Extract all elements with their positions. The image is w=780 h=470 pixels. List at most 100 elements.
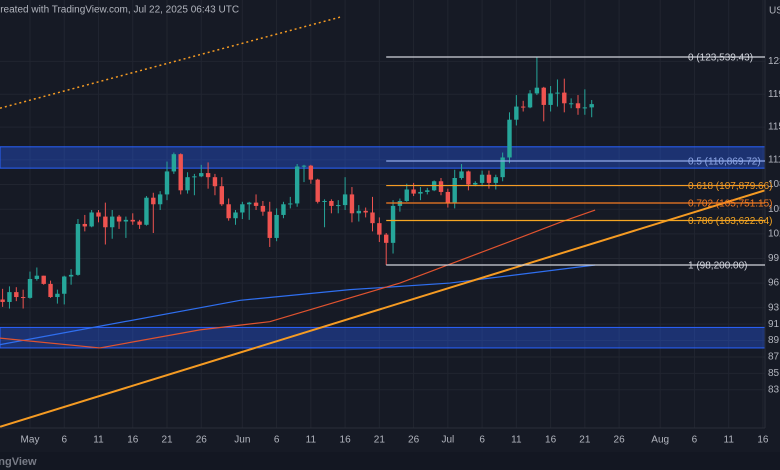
x-tick-label: 16	[127, 435, 139, 446]
candle-body	[103, 216, 108, 228]
candle-body	[205, 173, 211, 178]
candle-body	[233, 212, 238, 219]
candle-body	[247, 202, 252, 205]
x-tick-label: 16	[757, 435, 769, 446]
candle-body	[151, 197, 156, 205]
x-tick-label: 16	[545, 435, 557, 446]
line-overlay	[0, 264, 596, 346]
candle-body	[281, 204, 286, 215]
footer-bar	[0, 452, 780, 470]
candle-body	[20, 297, 26, 299]
y-tick-label: 119,000.00	[768, 89, 780, 100]
candle-body	[589, 104, 594, 108]
y-tick-label: 123,000.00	[768, 56, 780, 67]
candle-body	[68, 274, 74, 277]
x-tick-label: 11	[724, 435, 735, 446]
candle-body	[445, 191, 451, 204]
candle-body	[212, 177, 218, 187]
header: Created with TradingView.com, Jul 22, 20…	[0, 5, 239, 16]
x-tick-label: 21	[161, 435, 173, 446]
candle-body	[315, 179, 320, 202]
candle-body	[144, 197, 149, 225]
y-tick-label: 96,000.00	[768, 278, 780, 289]
x-tick-label: 26	[196, 435, 208, 446]
candle-body	[322, 200, 327, 202]
candle-body	[500, 157, 505, 178]
axes: May 6 11 16 21 26 Jun 6 11 16 21 26 Jul 6 11 16 21 26 Aug 6…	[21, 56, 780, 446]
candle-body	[192, 176, 197, 178]
candle-body	[507, 119, 512, 158]
fib-label: 1 (98,200.00)	[688, 261, 748, 272]
candle-body	[555, 92, 560, 94]
x-tick-label: 26	[614, 435, 626, 446]
candle-body	[383, 234, 389, 243]
candle-body	[14, 292, 19, 298]
x-tick-label: 21	[579, 435, 591, 446]
y-tick-label: 91,000.00	[768, 319, 780, 330]
candle-body	[260, 205, 266, 212]
candle-body	[548, 93, 553, 105]
price-axis-panel	[765, 0, 780, 470]
y-tick-label: 83,000.00	[768, 384, 780, 395]
y-tick-label: 89,000.00	[768, 335, 780, 346]
x-tick-label: 6	[479, 435, 485, 446]
candle-body	[27, 278, 33, 298]
candle-body	[377, 223, 382, 235]
y-tick-label: 108,000.00	[768, 179, 780, 190]
candle-body	[514, 106, 519, 120]
candle-body	[534, 87, 540, 94]
candle-body	[171, 154, 177, 172]
x-tick-label: 6	[692, 435, 698, 446]
candle-body	[130, 219, 135, 222]
fib-label: 0.786 (103,622.64)	[688, 216, 773, 227]
fib-label: 0.5 (110,869.72)	[688, 157, 761, 168]
candle-body	[370, 212, 375, 224]
candle-body	[342, 194, 348, 206]
candle-body	[582, 107, 588, 109]
candle-body	[267, 211, 272, 238]
candle-body	[89, 212, 94, 227]
candle-body	[294, 166, 300, 204]
candle-body	[363, 210, 368, 213]
candle-body	[473, 182, 478, 185]
candle-body	[62, 276, 67, 294]
x-tick-label: 6	[61, 435, 67, 446]
fib-label: 0 (123,539.43)	[688, 53, 753, 64]
candle-body	[308, 165, 314, 180]
candle-body	[541, 87, 546, 105]
grid	[0, 0, 765, 428]
candle-body	[349, 194, 355, 214]
candle-body	[240, 204, 245, 213]
line-overlay	[0, 209, 596, 349]
candle-body	[329, 200, 334, 206]
candle-body	[336, 205, 341, 207]
candle-body	[411, 189, 416, 194]
candle-body	[82, 223, 88, 227]
candle-body	[438, 181, 444, 192]
line-overlay	[0, 189, 765, 428]
candle-body	[301, 165, 307, 167]
candle-body	[288, 203, 293, 205]
currency: USD	[769, 6, 780, 17]
candle-body	[226, 204, 231, 219]
candle-body	[0, 299, 5, 302]
x-tick-label: 11	[93, 435, 104, 446]
candle-body	[425, 190, 430, 192]
fib-label: 0.618 (107,879.66)	[688, 181, 773, 192]
candle-body	[219, 186, 225, 205]
candle-body	[41, 275, 46, 284]
x-tick-label: Jul	[441, 435, 454, 446]
candle-body	[527, 93, 533, 108]
zone	[0, 146, 765, 169]
candle-body	[486, 174, 492, 183]
candle-body	[568, 103, 574, 105]
zone	[0, 326, 765, 349]
candle-body	[116, 216, 122, 222]
candle-body	[199, 173, 204, 177]
x-tick-label: May	[21, 435, 40, 446]
candle-body	[452, 177, 457, 204]
candle-body	[137, 221, 142, 225]
